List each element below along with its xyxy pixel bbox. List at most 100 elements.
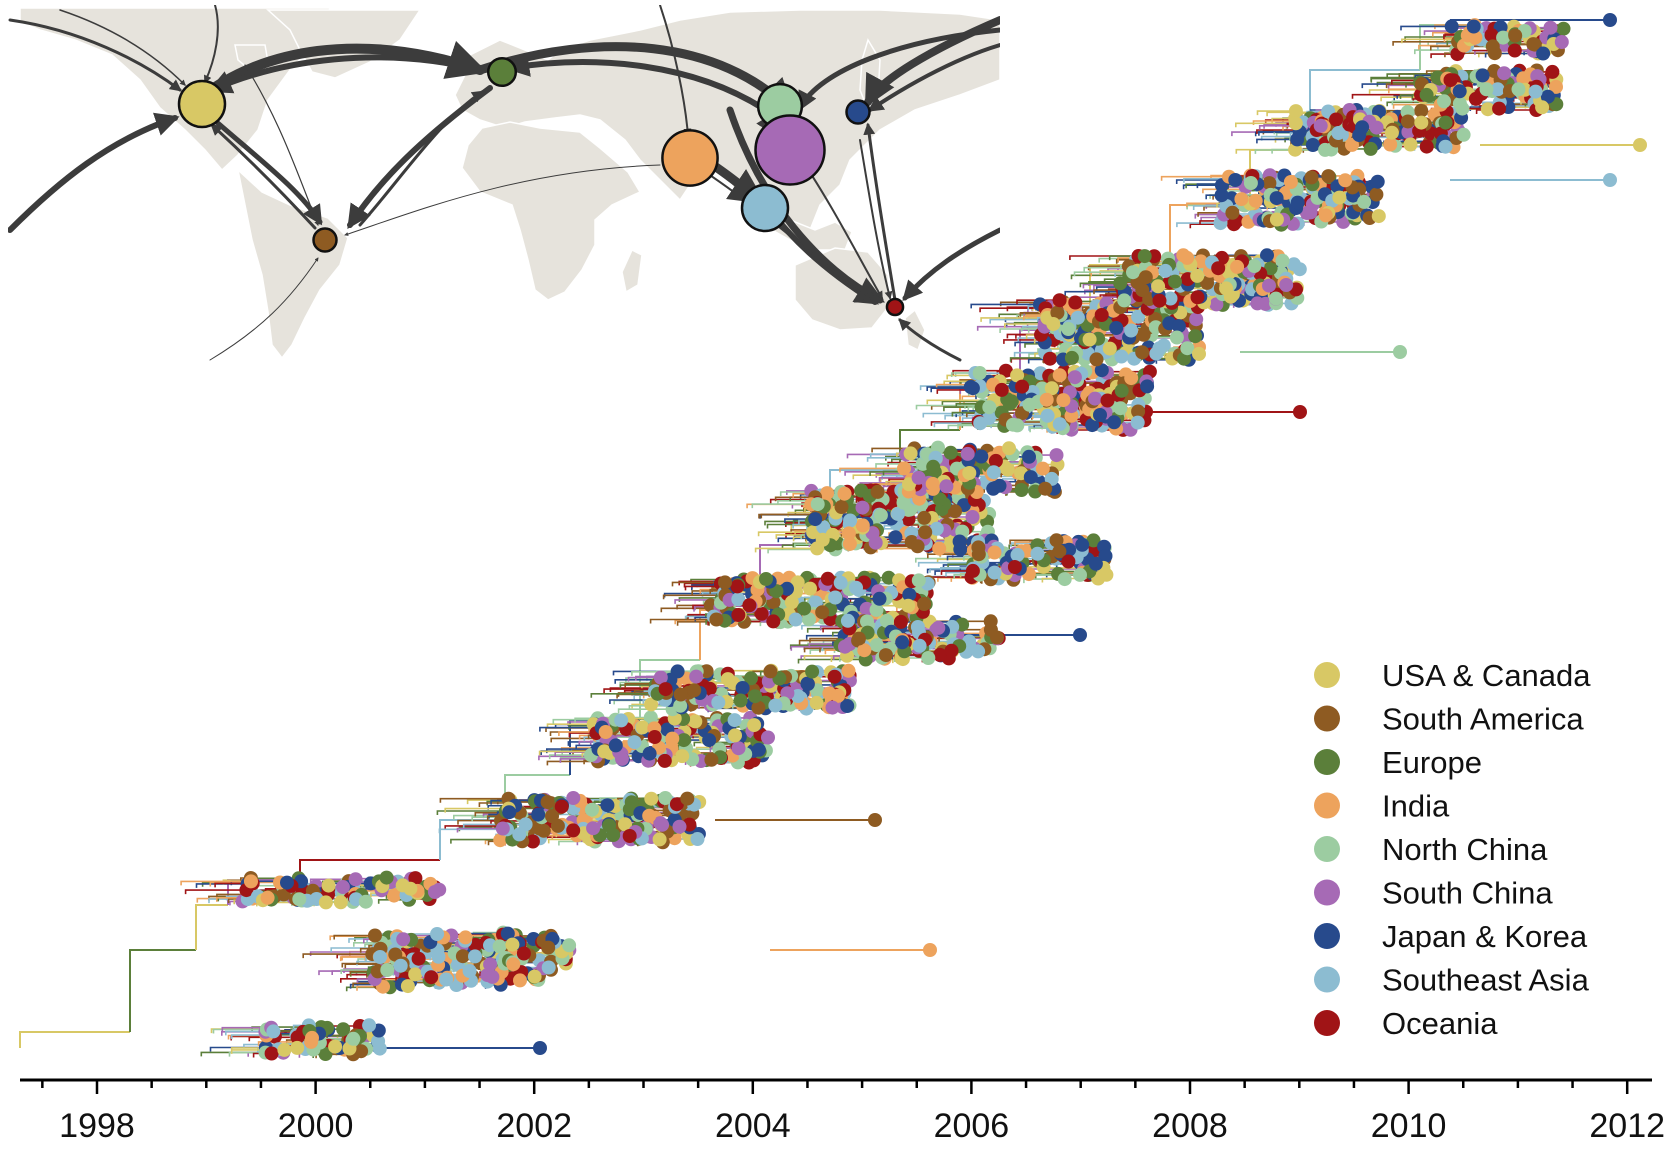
- tip-node: [653, 670, 668, 685]
- tip-node: [468, 949, 482, 964]
- tip-node: [614, 713, 629, 728]
- tip-node: [1177, 351, 1191, 366]
- tip-node: [1331, 126, 1346, 140]
- tip-node: [802, 612, 816, 627]
- tip-node: [897, 461, 911, 476]
- tip-node: [1023, 470, 1038, 485]
- tip-node: [810, 541, 825, 556]
- tip-node: [1046, 317, 1061, 331]
- tip-node: [1279, 278, 1294, 292]
- tip-node: [1492, 101, 1507, 116]
- tip-node: [986, 481, 1001, 496]
- tip-node: [1490, 82, 1505, 97]
- tree-branch: [1392, 41, 1459, 46]
- tip-node: [1371, 209, 1386, 224]
- tip-node: [483, 957, 498, 972]
- tip-node: [1064, 408, 1079, 423]
- tip-node: [965, 381, 980, 396]
- tree-branch: [478, 802, 510, 807]
- tip-node: [1193, 254, 1208, 269]
- tree-branch: [940, 570, 973, 575]
- tree-branch: [538, 750, 605, 756]
- tip-node: [554, 799, 569, 814]
- tip-node: [727, 713, 742, 728]
- trunk-branch: [129, 949, 196, 1032]
- tip-node: [1052, 544, 1067, 559]
- tip-node: [1211, 261, 1226, 276]
- tip-node: [893, 614, 908, 629]
- tip-node: [1332, 190, 1347, 205]
- tree-branch: [1400, 25, 1452, 31]
- tip-node: [1043, 351, 1057, 366]
- tip-node: [292, 892, 307, 907]
- tip-node: [1269, 212, 1284, 227]
- tip-node: [346, 1031, 361, 1046]
- tree-branch: [957, 423, 1013, 429]
- tree-branch: [333, 934, 375, 940]
- tip-node: [1082, 332, 1097, 347]
- tip-node: [615, 751, 629, 766]
- tree-branch: [490, 799, 541, 805]
- tip-node: [709, 612, 724, 627]
- tree-branch: [786, 490, 812, 495]
- tip-node: [1151, 279, 1166, 294]
- tip-node: [1102, 341, 1117, 356]
- tip-node: [952, 534, 967, 549]
- tree-branch: [709, 747, 739, 753]
- tip-node: [627, 735, 642, 750]
- migration-map: [8, 5, 1000, 362]
- tip-node: [1438, 115, 1453, 130]
- tip-node: [335, 880, 350, 894]
- tree-branch: [1484, 52, 1544, 58]
- tree-branch: [539, 726, 602, 732]
- tip-node: [761, 730, 775, 745]
- tip-node: [926, 459, 941, 474]
- tip-node: [516, 946, 531, 961]
- tip-node: [643, 710, 658, 725]
- tree-branch: [930, 387, 973, 393]
- tip-node: [1113, 401, 1128, 416]
- tip-node: [675, 749, 690, 764]
- tip-node: [855, 518, 870, 533]
- tip-node: [690, 832, 705, 846]
- tip-node: [642, 808, 657, 823]
- tip-node: [380, 963, 395, 977]
- tip-node: [676, 733, 691, 748]
- tree-branch: [917, 561, 983, 567]
- tree-branch: [1380, 96, 1424, 102]
- tip-node: [333, 895, 348, 910]
- tree-branch: [486, 815, 552, 821]
- tip-node: [393, 958, 408, 973]
- tip-node: [1190, 290, 1205, 305]
- tip-node: [939, 479, 954, 494]
- tip-node: [1136, 327, 1151, 342]
- tip-node: [1468, 30, 1483, 45]
- tip-node: [1466, 19, 1481, 34]
- tip-node: [408, 967, 423, 982]
- tree-branch: [671, 581, 725, 587]
- tip-node: [1163, 291, 1178, 306]
- tree-branch: [1079, 282, 1121, 288]
- tip-node: [458, 930, 473, 945]
- tip-node: [751, 742, 766, 757]
- tree-branch: [970, 303, 1040, 309]
- tip-node: [917, 510, 932, 525]
- tip-node: [731, 608, 746, 622]
- tip-node: [1124, 323, 1139, 338]
- tree-branch: [1235, 122, 1296, 128]
- tip-node: [1088, 556, 1103, 571]
- tip-node: [1549, 79, 1563, 94]
- tip-node: [1496, 30, 1511, 45]
- tree-branch: [1256, 138, 1298, 144]
- tip-node: [502, 805, 517, 820]
- tip-node: [1260, 248, 1274, 263]
- map-node-europe: [486, 56, 518, 88]
- tip-node: [1484, 28, 1499, 43]
- tip-node: [837, 486, 852, 501]
- tip-node: [618, 817, 632, 832]
- tip-node: [358, 894, 373, 909]
- tip-node: [1540, 89, 1555, 104]
- tip-node: [354, 1044, 369, 1059]
- tree-branch: [757, 531, 814, 537]
